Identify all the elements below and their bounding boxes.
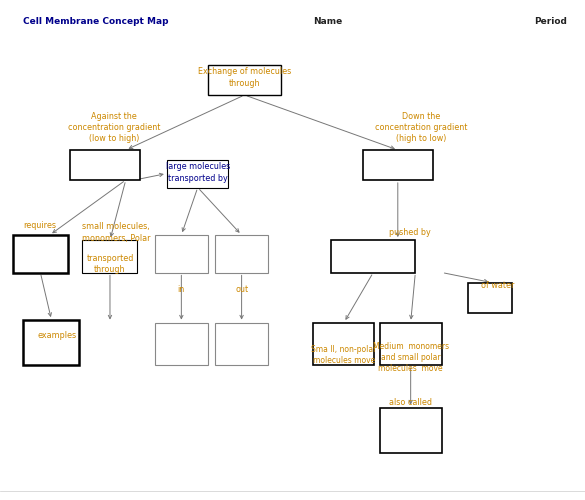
FancyBboxPatch shape xyxy=(167,160,228,188)
FancyBboxPatch shape xyxy=(155,235,208,273)
Text: large molecules
transported by: large molecules transported by xyxy=(166,162,230,182)
FancyBboxPatch shape xyxy=(215,322,268,365)
FancyBboxPatch shape xyxy=(215,235,268,273)
Text: out: out xyxy=(235,284,248,294)
FancyBboxPatch shape xyxy=(23,320,79,365)
Text: Cell Membrane Concept Map: Cell Membrane Concept Map xyxy=(23,18,169,26)
FancyBboxPatch shape xyxy=(380,322,442,365)
FancyBboxPatch shape xyxy=(82,240,137,272)
Text: transported
through: transported through xyxy=(87,254,133,274)
Text: Sma ll, non-polar
molecules move: Sma ll, non-polar molecules move xyxy=(311,345,377,365)
FancyBboxPatch shape xyxy=(13,235,68,273)
Text: Name: Name xyxy=(313,18,342,26)
Text: of water: of water xyxy=(480,282,514,290)
Text: small molecules,
monomers, Polar: small molecules, monomers, Polar xyxy=(81,222,150,242)
Text: Period: Period xyxy=(535,18,567,26)
Text: Against the
concentration gradient
(low to high): Against the concentration gradient (low … xyxy=(68,112,160,143)
FancyBboxPatch shape xyxy=(313,322,374,365)
Text: also called: also called xyxy=(389,398,432,407)
FancyBboxPatch shape xyxy=(331,240,415,272)
FancyBboxPatch shape xyxy=(70,150,140,180)
Text: examples: examples xyxy=(38,330,77,340)
Text: in: in xyxy=(178,284,185,294)
Text: Medium  monomers
and small polar
molecules  move: Medium monomers and small polar molecule… xyxy=(373,342,449,373)
FancyBboxPatch shape xyxy=(363,150,433,180)
FancyBboxPatch shape xyxy=(155,322,208,365)
FancyBboxPatch shape xyxy=(380,408,442,453)
FancyBboxPatch shape xyxy=(208,65,281,95)
Text: requires: requires xyxy=(23,220,56,230)
Text: Exchange of molecules
through: Exchange of molecules through xyxy=(198,68,291,87)
FancyBboxPatch shape xyxy=(468,282,512,312)
Text: Down the
concentration gradient
(high to low): Down the concentration gradient (high to… xyxy=(375,112,467,143)
Text: pushed by: pushed by xyxy=(388,228,431,237)
